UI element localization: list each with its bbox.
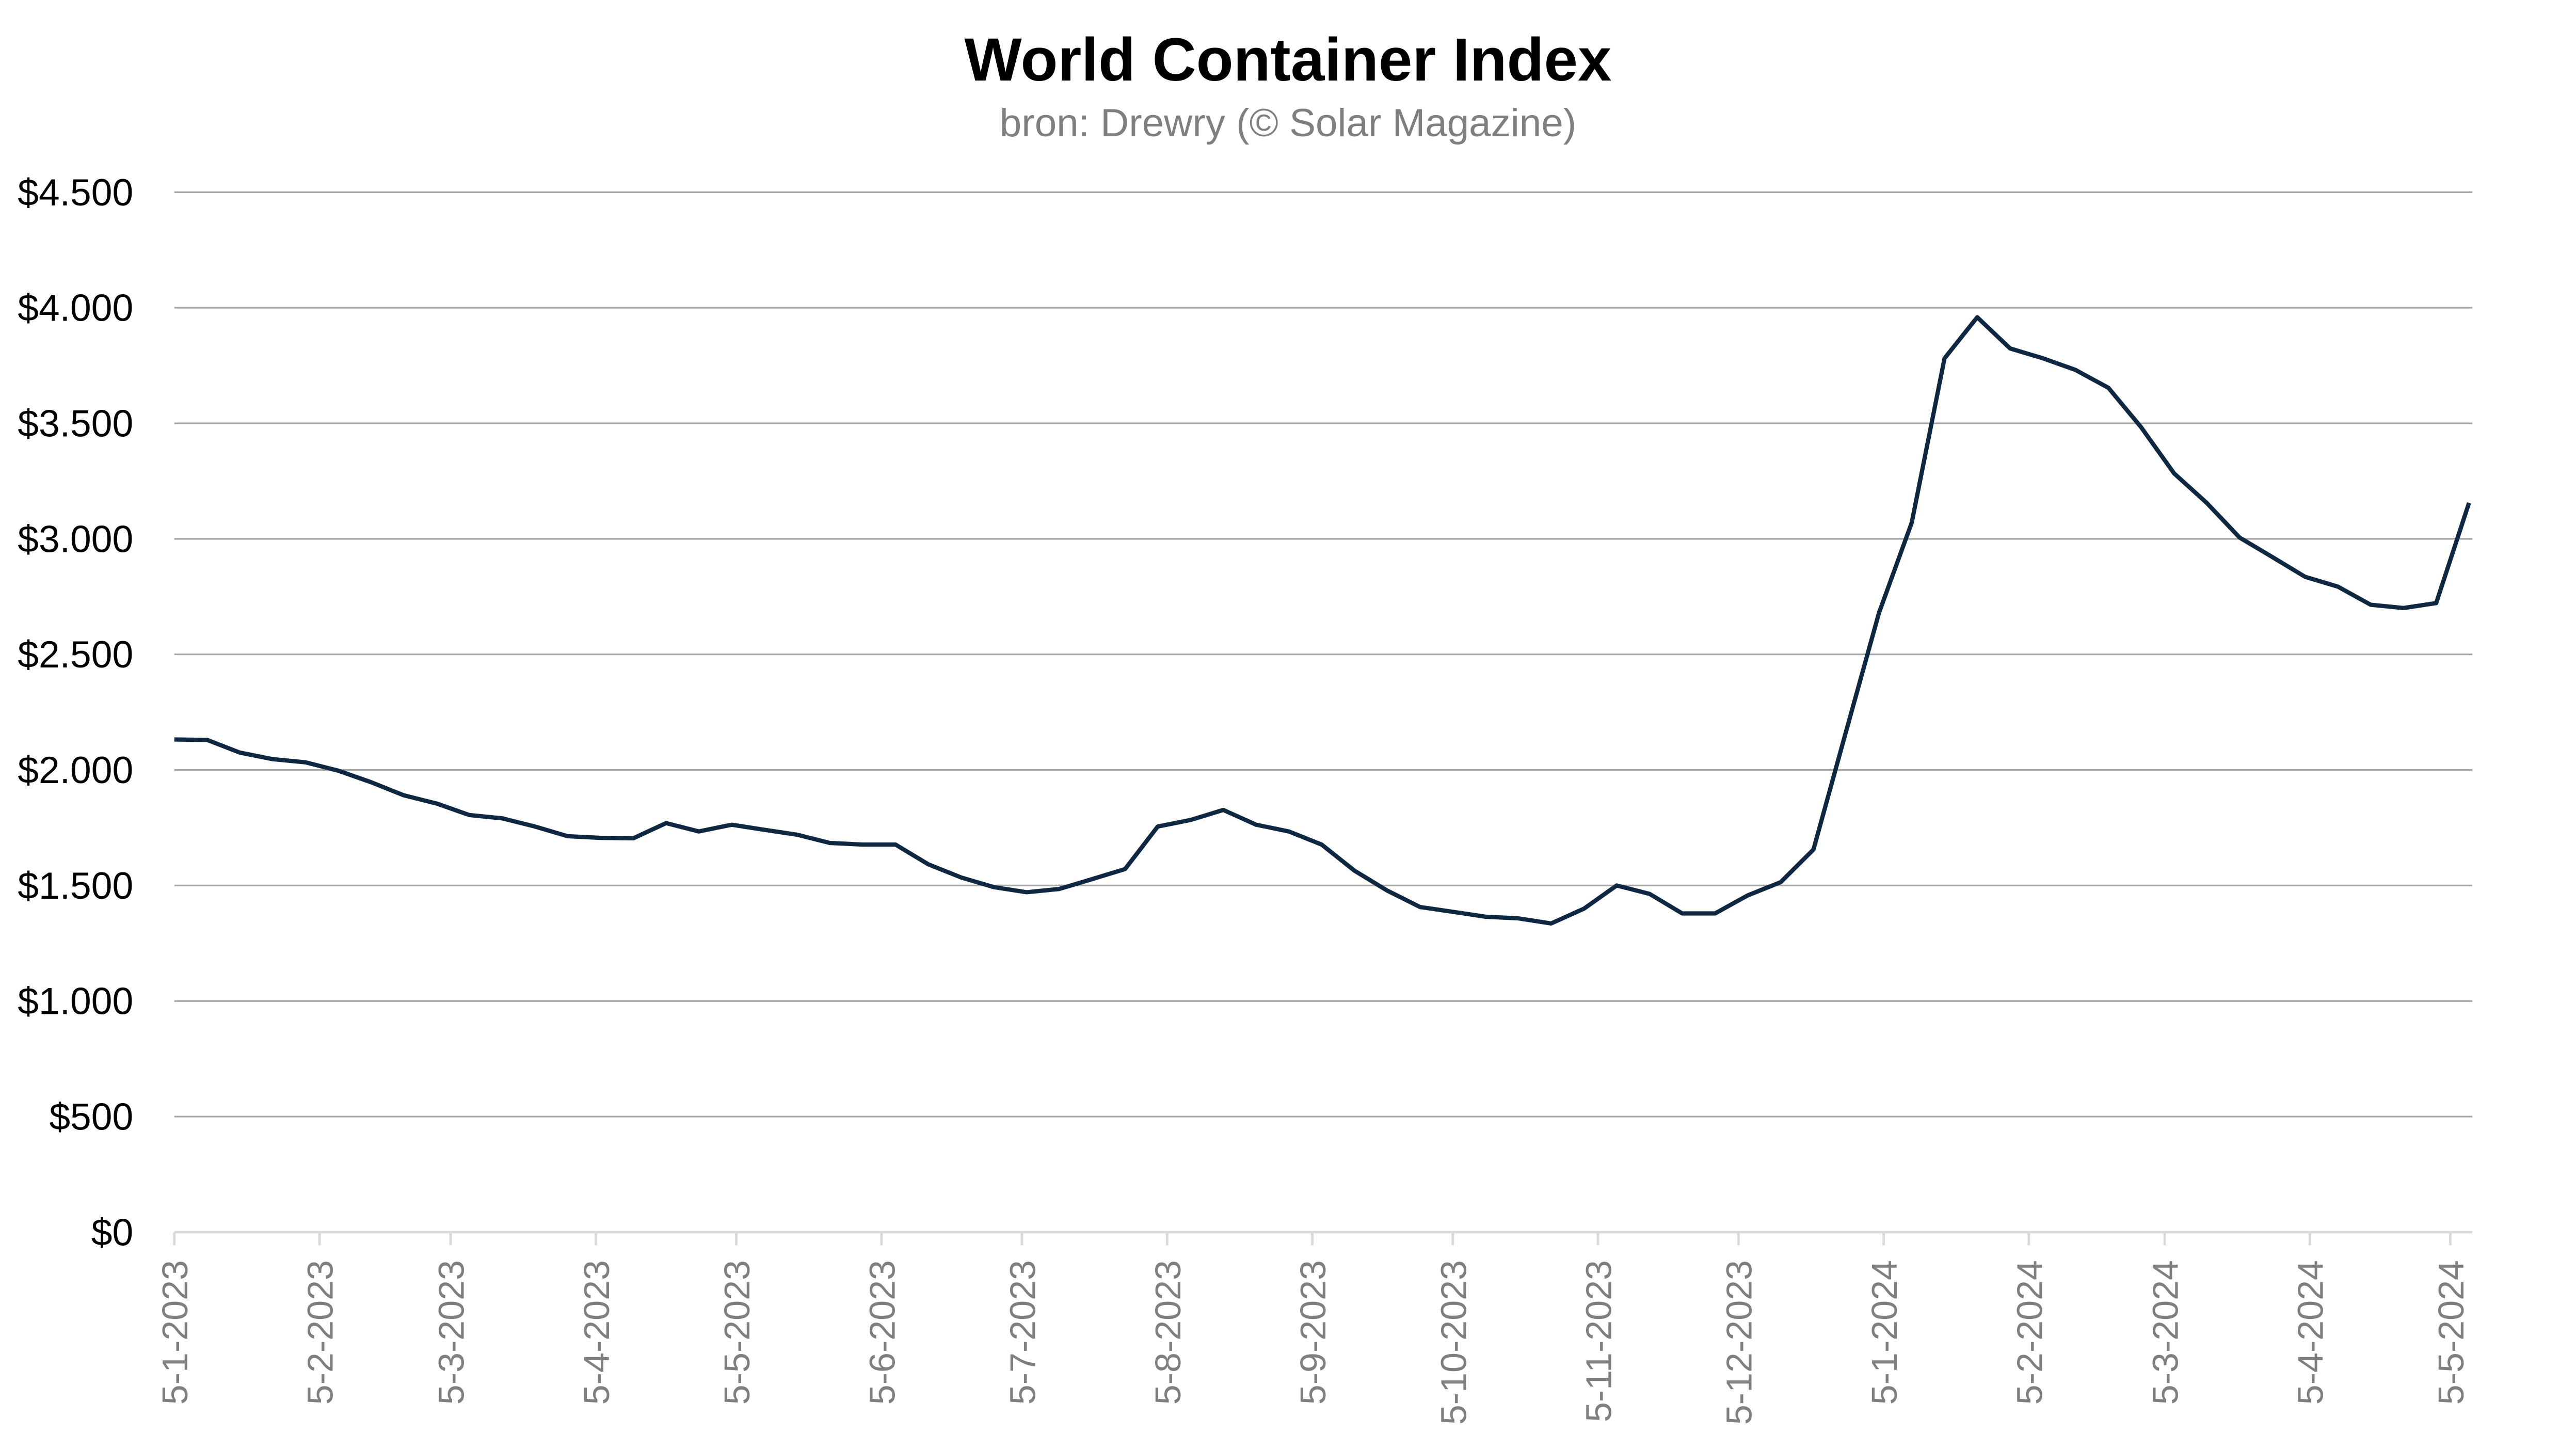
x-tick-label: 5-10-2023 xyxy=(1433,1260,1474,1425)
series-group xyxy=(174,315,2471,926)
x-tick-label: 5-4-2023 xyxy=(577,1260,617,1405)
series-line xyxy=(174,315,2471,926)
y-tick-label: $3.500 xyxy=(18,402,133,444)
x-tick-label: 5-5-2023 xyxy=(717,1260,757,1405)
y-tick-label: $2.000 xyxy=(18,749,133,791)
y-tick-label: $4.500 xyxy=(18,171,133,214)
y-tick-label: $0 xyxy=(91,1211,133,1253)
x-axis: 5-1-2023 5-2-2023 5-3-2023 5-4-2023 5-5-2023… xyxy=(155,1231,2473,1425)
x-tick-label: 5-1-2023 xyxy=(155,1260,195,1405)
y-axis-ticks: $0 $500 $1.000 $1.500 $2.000 $2.500 $3.000 $3.5… xyxy=(18,171,133,1254)
gridlines xyxy=(174,191,2473,1118)
y-tick-label: $500 xyxy=(49,1096,133,1138)
x-tick-label: 5-3-2024 xyxy=(2145,1260,2185,1405)
x-tick-label: 5-3-2023 xyxy=(431,1260,472,1405)
x-tick-label: 5-5-2024 xyxy=(2431,1260,2471,1405)
chart-title: World Container Index xyxy=(965,25,1612,93)
x-tick-label: 5-4-2024 xyxy=(2291,1260,2331,1405)
chart-subtitle: bron: Drewry (© Solar Magazine) xyxy=(1000,101,1576,145)
x-tick-label: 5-8-2023 xyxy=(1148,1260,1188,1405)
x-tick-label: 5-12-2023 xyxy=(1719,1260,1759,1425)
y-tick-label: $2.500 xyxy=(18,633,133,676)
x-tick-label: 5-9-2023 xyxy=(1293,1260,1333,1405)
x-tick-label: 5-7-2023 xyxy=(1002,1260,1043,1405)
x-tick-label: 5-11-2023 xyxy=(1579,1260,1619,1422)
x-tick-label: 5-6-2023 xyxy=(862,1260,902,1405)
x-tick-label: 5-2-2023 xyxy=(300,1260,340,1405)
y-tick-label: $3.000 xyxy=(18,518,133,560)
x-tick-label: 5-2-2024 xyxy=(2009,1260,2050,1405)
y-tick-label: $4.000 xyxy=(18,287,133,329)
x-tick-label: 5-1-2024 xyxy=(1864,1260,1905,1405)
y-tick-label: $1.000 xyxy=(18,980,133,1023)
y-tick-label: $1.500 xyxy=(18,865,133,907)
